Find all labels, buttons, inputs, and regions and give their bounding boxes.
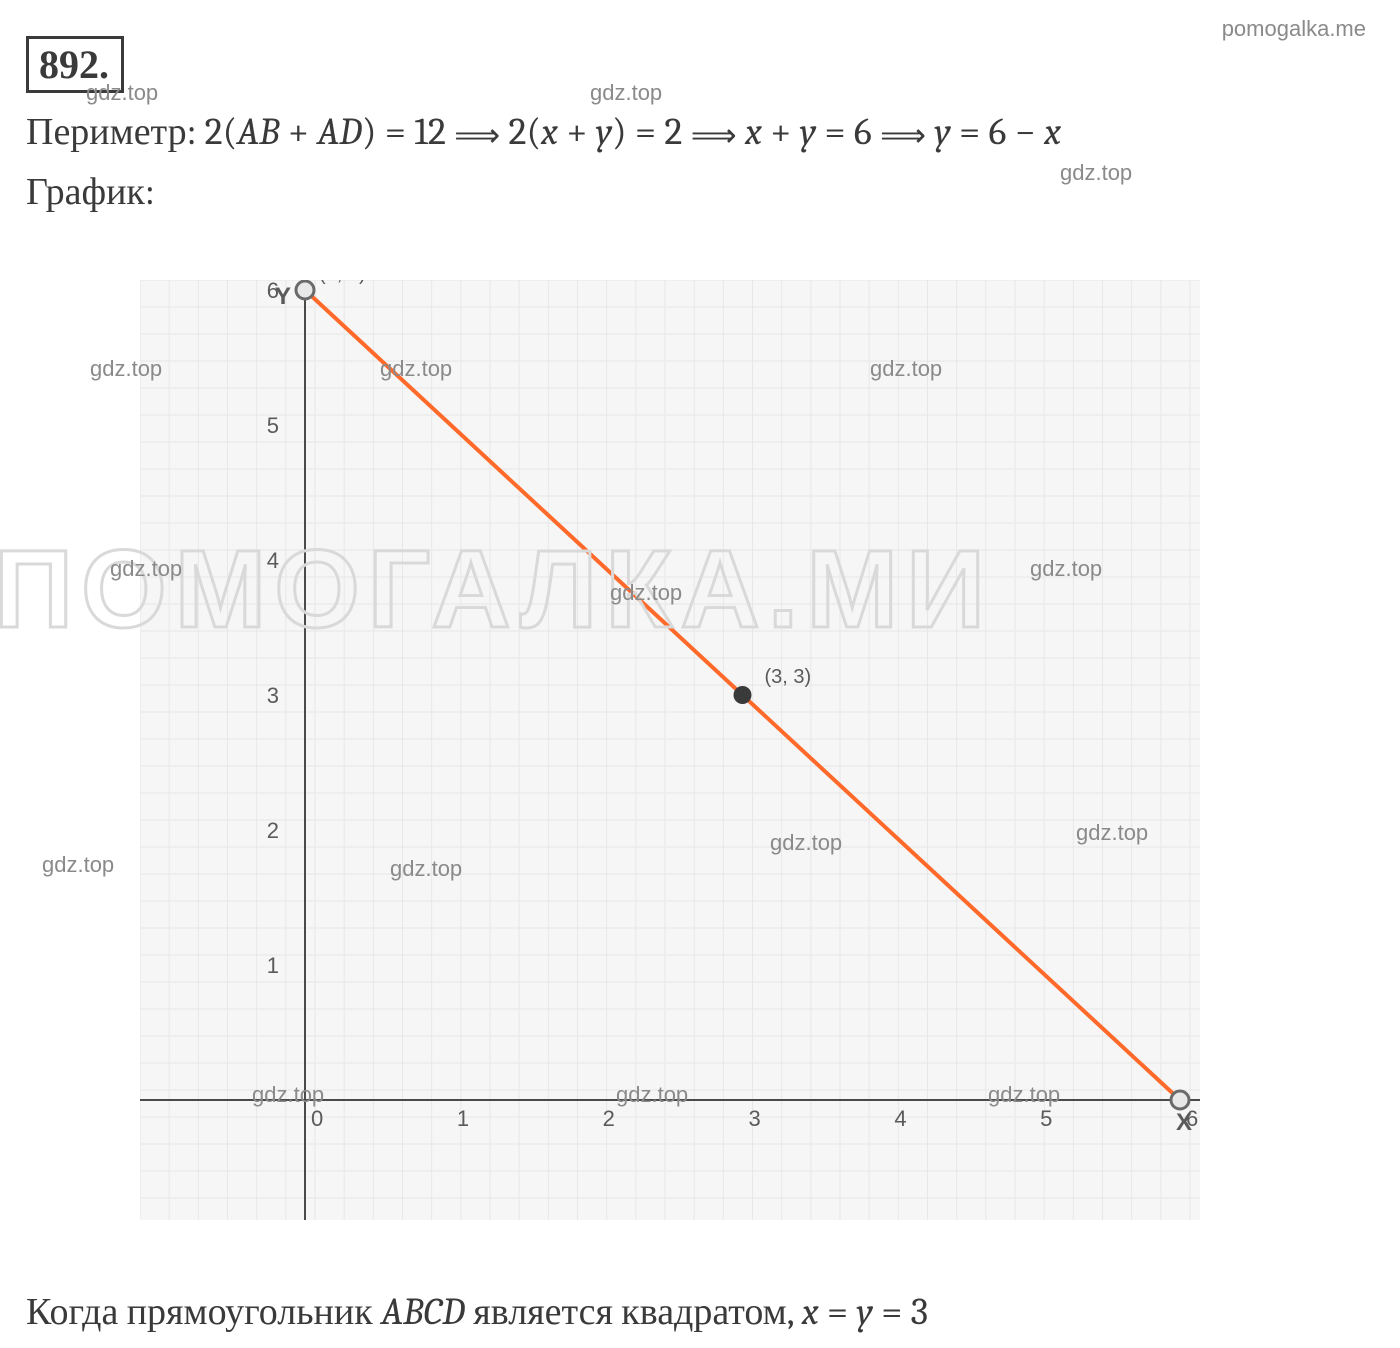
svg-text:1: 1 xyxy=(267,953,279,978)
svg-text:3: 3 xyxy=(749,1106,761,1131)
bottom-eq-b: = xyxy=(819,1290,857,1334)
gdz-label: gdz.top xyxy=(90,356,162,382)
bottom-eq-d: = 3 xyxy=(873,1290,928,1334)
gdz-label: gdz.top xyxy=(252,1082,324,1108)
gdz-label: gdz.top xyxy=(42,852,114,878)
gdz-label: gdz.top xyxy=(988,1082,1060,1108)
expr2-b: x xyxy=(541,110,558,154)
expr3-c: y xyxy=(800,110,816,154)
gdz-label: gdz.top xyxy=(110,556,182,582)
graph-label: График: xyxy=(26,170,155,214)
perimeter-line: Периметр: 2(AB + AD) = 12 ⟹ 2(x + y) = 2… xyxy=(26,110,1061,154)
chart: 0123456123456YX(0, 6)(3, 3)(6, 0) xyxy=(140,280,1200,1220)
chart-svg: 0123456123456YX(0, 6)(3, 3)(6, 0) xyxy=(140,280,1200,1220)
svg-text:1: 1 xyxy=(457,1106,469,1131)
bottom-t2: является квадратом, xyxy=(465,1290,802,1334)
bottom-abcd: ABCD xyxy=(381,1290,465,1334)
gdz-label: gdz.top xyxy=(616,1082,688,1108)
gdz-label: gdz.top xyxy=(1030,556,1102,582)
svg-text:2: 2 xyxy=(267,818,279,843)
gdz-label: gdz.top xyxy=(590,80,662,106)
svg-text:4: 4 xyxy=(894,1106,906,1131)
expr2-a: 2( xyxy=(509,110,541,154)
expr1-a: 2( xyxy=(205,110,237,154)
gdz-label: gdz.top xyxy=(390,856,462,882)
gdz-label: gdz.top xyxy=(86,80,158,106)
expr2-d: y xyxy=(596,110,612,154)
bottom-eq-a: x xyxy=(802,1290,819,1334)
expr2-c: + xyxy=(558,110,596,154)
svg-text:4: 4 xyxy=(267,548,279,573)
svg-text:X: X xyxy=(1176,1109,1192,1136)
bottom-eq-c: y xyxy=(856,1290,872,1334)
gdz-label: gdz.top xyxy=(380,356,452,382)
expr1-c: + xyxy=(279,110,317,154)
expr1-e: ) = 12 xyxy=(362,110,446,154)
bottom-t1: Когда прямоугольник xyxy=(26,1290,381,1334)
perimeter-label: Периметр: xyxy=(26,110,196,154)
bottom-line: Когда прямоугольник ABCD является квадра… xyxy=(26,1290,928,1334)
svg-text:2: 2 xyxy=(603,1106,615,1131)
expr1-b: AB xyxy=(237,110,279,154)
svg-text:3: 3 xyxy=(267,683,279,708)
expr4-a: y xyxy=(934,110,950,154)
svg-text:(3, 3): (3, 3) xyxy=(765,666,812,688)
svg-text:0: 0 xyxy=(311,1106,323,1131)
arrow-2: ⟹ xyxy=(691,117,737,153)
arrow-1: ⟹ xyxy=(454,117,500,153)
svg-text:Y: Y xyxy=(275,283,291,310)
gdz-label: gdz.top xyxy=(1076,820,1148,846)
expr3-a: x xyxy=(745,110,762,154)
expr1-d: AD xyxy=(317,110,362,154)
gdz-label: gdz.top xyxy=(610,580,682,606)
gdz-label: gdz.top xyxy=(870,356,942,382)
gdz-label: gdz.top xyxy=(1060,160,1132,186)
arrow-3: ⟹ xyxy=(880,117,926,153)
svg-text:5: 5 xyxy=(1040,1106,1052,1131)
svg-text:5: 5 xyxy=(267,413,279,438)
expr2-e: ) = 2 xyxy=(612,110,682,154)
svg-text:(0, 6): (0, 6) xyxy=(319,280,366,285)
expr3-b: + xyxy=(762,110,800,154)
site-link: pomogalka.me xyxy=(1222,16,1366,42)
expr3-d: = 6 xyxy=(816,110,872,154)
expr4-c: x xyxy=(1044,110,1061,154)
gdz-label: gdz.top xyxy=(770,830,842,856)
expr4-b: = 6 − xyxy=(951,110,1044,154)
